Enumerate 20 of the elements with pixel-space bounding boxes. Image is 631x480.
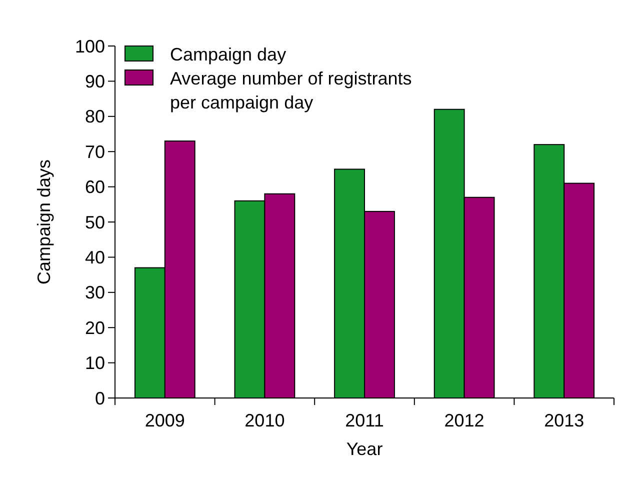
y-tick-label: 60 [84,177,105,198]
y-tick-label: 40 [84,248,105,268]
y-axis-title: Campaign days [34,159,54,285]
x-tick-label: 2012 [444,410,484,430]
y-tick-label: 90 [84,72,105,92]
x-tick-label: 2010 [244,410,285,430]
legend-label: Average number of registrants per campaign day [170,68,412,112]
y-tick-label: 0 [94,388,105,408]
y-tick-label: 100 [74,36,105,56]
x-tick-label: 2011 [345,410,384,430]
x-axis-title: Year [346,439,383,459]
y-tick-label: 10 [84,353,105,374]
legend-label: Campaign day [170,44,286,64]
y-tick-label: 30 [84,282,105,303]
y-tick-label: 80 [84,106,105,127]
y-tick-label: 70 [84,142,105,162]
x-tick-label: 2013 [544,410,584,430]
y-tick-label: 50 [84,212,105,232]
y-tick-label: 20 [84,318,105,338]
x-tick-label: 2009 [144,410,185,430]
